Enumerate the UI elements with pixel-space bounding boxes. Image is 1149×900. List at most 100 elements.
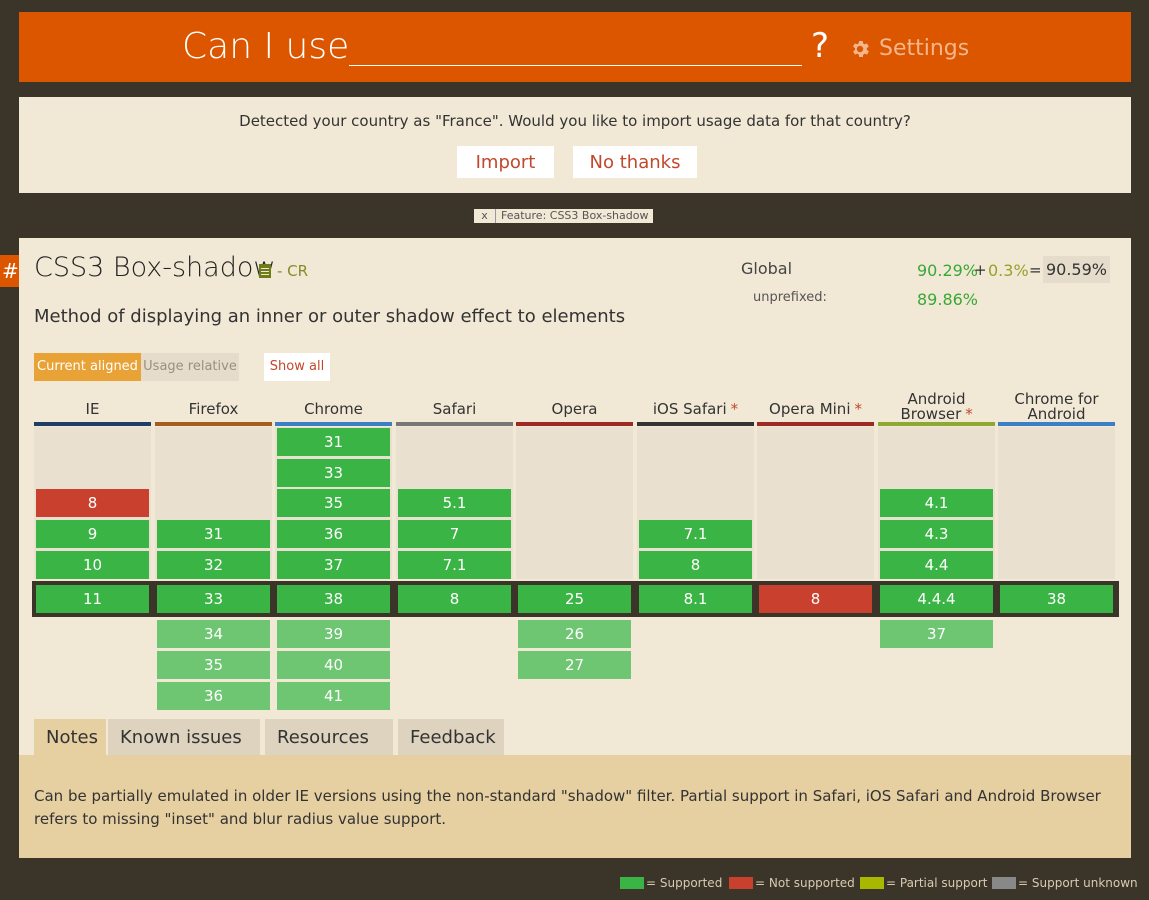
legend-partial: = Partial support [860,876,987,890]
version-cell-current[interactable]: 11 [36,585,149,613]
feature-anchor-link[interactable]: # [0,255,19,287]
site-title[interactable]: Can I use [182,26,350,67]
version-cell[interactable]: 7.1 [639,520,752,548]
browser-header-firefox[interactable]: Firefox [155,392,272,426]
browser-color-bar [998,422,1115,426]
version-cell[interactable]: 4.1 [880,489,993,517]
version-cell[interactable]: 31 [277,428,390,456]
version-cell[interactable]: 39 [277,620,390,648]
legend-swatch [729,877,753,889]
browser-name: iOS Safari [652,399,727,418]
note-asterisk: * [854,399,862,418]
browser-name: Android Browser [900,390,966,423]
version-cell-current[interactable]: 38 [277,585,390,613]
version-cell[interactable]: 35 [157,651,270,679]
global-full-support: 90.29% [917,261,979,280]
import-button[interactable]: Import [457,146,554,178]
note-asterisk: * [965,405,973,423]
active-filter-tag: x Feature: CSS3 Box-shadow [474,209,654,223]
version-cell-current[interactable]: 4.4.4 [880,585,993,613]
version-cell[interactable]: 41 [277,682,390,710]
settings-button[interactable]: Settings [849,36,969,61]
version-cell[interactable]: 33 [277,459,390,487]
browser-header-ie[interactable]: IE [34,392,151,426]
version-cell[interactable]: 7.1 [398,551,511,579]
legend-swatch [992,877,1016,889]
version-cell[interactable]: 35 [277,489,390,517]
tab-feedback[interactable]: Feedback [398,719,504,756]
version-cell-current[interactable]: 33 [157,585,270,613]
version-cell-current[interactable]: 8 [398,585,511,613]
version-cell[interactable]: 4.4 [880,551,993,579]
browser-header-safari[interactable]: Safari [396,392,513,426]
tab-notes[interactable]: Notes [34,719,106,756]
spec-status[interactable]: - CR [277,262,309,280]
notes-panel: Can be partially emulated in older IE ve… [19,755,1131,858]
current-aligned-toggle[interactable]: Current aligned [34,353,141,381]
version-cell[interactable]: 34 [157,620,270,648]
browser-color-bar [878,422,995,426]
legend-unknown: = Support unknown [992,876,1138,890]
browser-name: Firefox [188,399,239,418]
browser-header-chrome-android[interactable]: Chrome for Android [998,390,1115,424]
spec-document-icon[interactable] [259,264,271,278]
browser-header-chrome[interactable]: Chrome [275,392,392,426]
version-cell-current[interactable]: 8.1 [639,585,752,613]
legend-swatch [620,877,644,889]
legend-swatch [860,877,884,889]
legend-label: = Support unknown [1018,876,1138,890]
feature-search-input[interactable] [349,32,802,66]
country-import-banner: Detected your country as "France". Would… [19,97,1131,193]
unprefixed-value: 89.86% [917,290,979,309]
browser-name: Opera [551,399,598,418]
show-all-button[interactable]: Show all [264,353,330,381]
version-cell[interactable]: 36 [277,520,390,548]
version-cell-current[interactable]: 8 [759,585,872,613]
version-cell[interactable]: 31 [157,520,270,548]
remove-filter-button[interactable]: x [474,209,496,223]
no-thanks-button[interactable]: No thanks [573,146,697,178]
browser-name: Opera Mini [769,399,851,418]
browser-color-bar [396,422,513,426]
browser-header-ios-safari[interactable]: iOS Safari * [637,392,754,426]
version-cell[interactable]: 8 [639,551,752,579]
version-cell[interactable]: 5.1 [398,489,511,517]
version-cell[interactable]: 37 [880,620,993,648]
version-cell[interactable]: 37 [277,551,390,579]
feature-title: CSS3 Box-shadow [34,252,276,283]
version-cell[interactable]: 4.3 [880,520,993,548]
country-message: Detected your country as "France". Would… [239,112,911,130]
equals-sign: = [1029,261,1042,279]
browser-name: Chrome [304,399,363,418]
filter-label: Feature: CSS3 Box-shadow [501,209,649,222]
browser-header-opera[interactable]: Opera [516,392,633,426]
version-cell[interactable]: 9 [36,520,149,548]
search-help-icon[interactable]: ? [811,26,830,66]
browser-column-bg [998,427,1115,579]
legend-not-supported: = Not supported [729,876,855,890]
tab-known-issues[interactable]: Known issues (1) [108,719,260,785]
global-usage-label: Global [741,259,793,278]
version-cell[interactable]: 36 [157,682,270,710]
notes-text: Can be partially emulated in older IE ve… [34,787,1101,828]
version-cell[interactable]: 27 [518,651,631,679]
browser-header-opera-mini[interactable]: Opera Mini * [757,392,874,426]
unprefixed-label: unprefixed: [753,290,827,305]
gear-icon [853,40,869,57]
version-cell-current[interactable]: 38 [1000,585,1113,613]
version-cell[interactable]: 40 [277,651,390,679]
version-cell[interactable]: 8 [36,489,149,517]
version-cell[interactable]: 7 [398,520,511,548]
tab-resources[interactable]: Resources (6) [265,719,393,785]
legend-label: = Not supported [755,876,855,890]
version-cell[interactable]: 32 [157,551,270,579]
browser-header-android-browser[interactable]: Android Browser * [878,390,995,424]
usage-relative-toggle[interactable]: Usage relative [141,353,239,381]
version-cell-current[interactable]: 25 [518,585,631,613]
browser-color-bar [516,422,633,426]
browser-color-bar [757,422,874,426]
header-bar: Can I use ? Settings [19,12,1131,82]
version-cell[interactable]: 26 [518,620,631,648]
settings-label: Settings [879,36,970,61]
version-cell[interactable]: 10 [36,551,149,579]
